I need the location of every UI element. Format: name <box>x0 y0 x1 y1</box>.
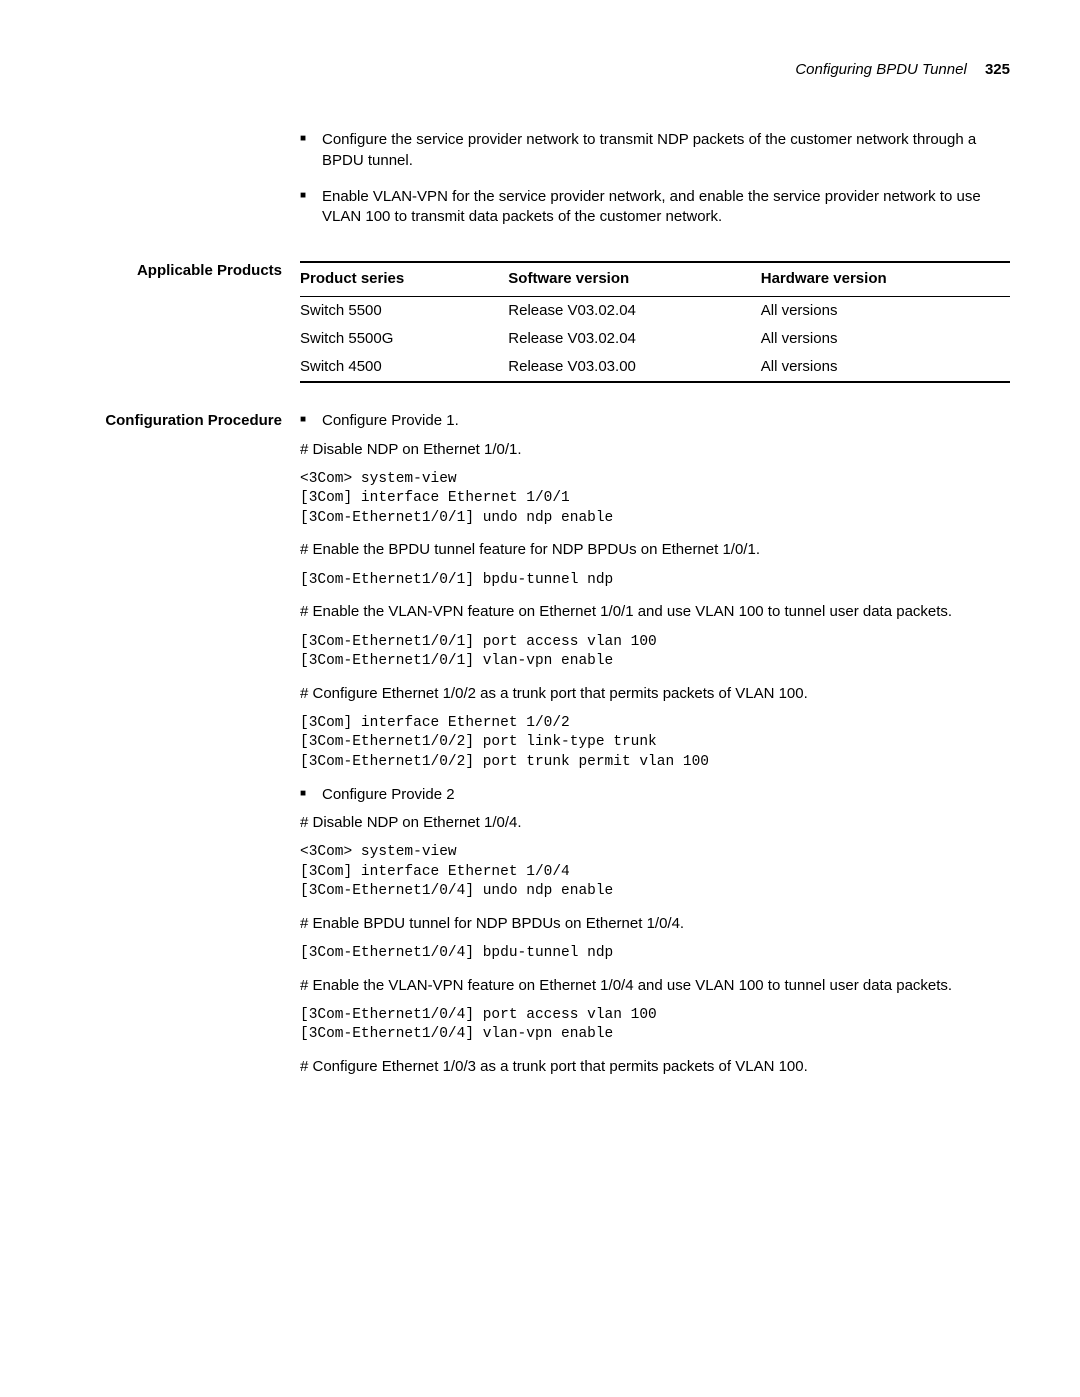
code-block: [3Com-Ethernet1/0/4] bpdu-tunnel ndp <box>300 944 1010 964</box>
table-row: Switch 5500GRelease V03.02.04All version… <box>300 325 1010 353</box>
procedure-content: Configure Provide 1. # Disable NDP on Eth… <box>300 411 1010 1087</box>
instruction-text: # Configure Ethernet 1/0/2 as a trunk po… <box>300 684 1010 704</box>
table-cell: Switch 4500 <box>300 353 508 382</box>
table-header: Hardware version <box>761 262 1010 296</box>
instruction-text: # Enable the VLAN-VPN feature on Etherne… <box>300 602 1010 622</box>
step-bullet-list: Configure Provide 2 <box>300 785 1010 805</box>
list-item: Configure Provide 2 <box>300 785 1010 805</box>
intro-content: Configure the service provider network t… <box>300 130 1010 243</box>
products-label: Applicable Products <box>70 261 300 281</box>
instruction-text: # Enable BPDU tunnel for NDP BPDUs on Et… <box>300 914 1010 934</box>
table-cell: Release V03.02.04 <box>508 296 760 325</box>
instruction-text: # Configure Ethernet 1/0/3 as a trunk po… <box>300 1057 1010 1077</box>
list-item: Configure Provide 1. <box>300 411 1010 431</box>
page-header: Configuring BPDU Tunnel 325 <box>70 60 1010 80</box>
table-header: Product series <box>300 262 508 296</box>
table-cell: Switch 5500 <box>300 296 508 325</box>
products-body: Switch 5500Release V03.02.04All versions… <box>300 296 1010 382</box>
table-cell: All versions <box>761 325 1010 353</box>
instruction-text: # Disable NDP on Ethernet 1/0/1. <box>300 440 1010 460</box>
table-cell: All versions <box>761 296 1010 325</box>
code-block: <3Com> system-view [3Com] interface Ethe… <box>300 470 1010 529</box>
header-title: Configuring BPDU Tunnel <box>795 61 966 78</box>
list-item: Configure the service provider network t… <box>300 130 1010 171</box>
step-bullet-list: Configure Provide 1. <box>300 411 1010 431</box>
instruction-text: # Disable NDP on Ethernet 1/0/4. <box>300 813 1010 833</box>
products-content: Product seriesSoftware versionHardware v… <box>300 261 1010 383</box>
products-header-row: Product seriesSoftware versionHardware v… <box>300 262 1010 296</box>
intro-section: Configure the service provider network t… <box>70 130 1010 243</box>
procedure-section: Configuration Procedure Configure Provid… <box>70 411 1010 1087</box>
products-table: Product seriesSoftware versionHardware v… <box>300 261 1010 383</box>
instruction-text: # Enable the BPDU tunnel feature for NDP… <box>300 540 1010 560</box>
table-row: Switch 4500Release V03.03.00All versions <box>300 353 1010 382</box>
table-header: Software version <box>508 262 760 296</box>
code-block: [3Com-Ethernet1/0/4] port access vlan 10… <box>300 1006 1010 1045</box>
list-item: Enable VLAN-VPN for the service provider… <box>300 187 1010 228</box>
table-cell: Switch 5500G <box>300 325 508 353</box>
table-cell: Release V03.03.00 <box>508 353 760 382</box>
table-cell: All versions <box>761 353 1010 382</box>
procedure-label: Configuration Procedure <box>70 411 300 431</box>
table-cell: Release V03.02.04 <box>508 325 760 353</box>
table-row: Switch 5500Release V03.02.04All versions <box>300 296 1010 325</box>
instruction-text: # Enable the VLAN-VPN feature on Etherne… <box>300 976 1010 996</box>
code-block: [3Com-Ethernet1/0/1] port access vlan 10… <box>300 633 1010 672</box>
code-block: <3Com> system-view [3Com] interface Ethe… <box>300 843 1010 902</box>
page: Configuring BPDU Tunnel 325 Configure th… <box>0 0 1080 1397</box>
code-block: [3Com] interface Ethernet 1/0/2 [3Com-Et… <box>300 714 1010 773</box>
code-block: [3Com-Ethernet1/0/1] bpdu-tunnel ndp <box>300 571 1010 591</box>
intro-bullets: Configure the service provider network t… <box>300 130 1010 227</box>
page-number: 325 <box>985 61 1010 78</box>
products-section: Applicable Products Product seriesSoftwa… <box>70 261 1010 383</box>
